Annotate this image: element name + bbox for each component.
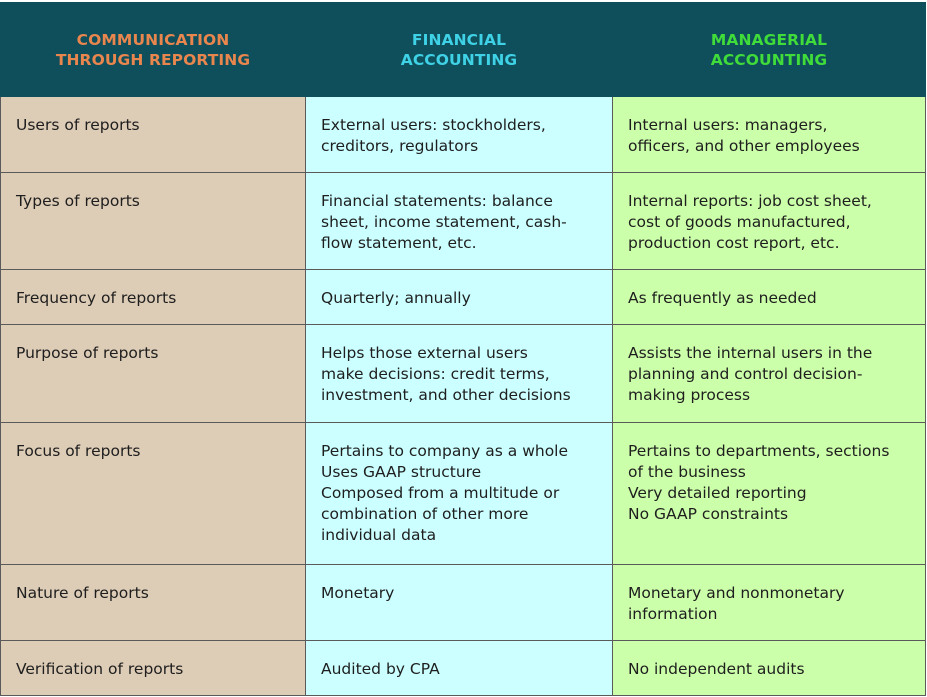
cell-line: Pertains to company as a whole (321, 442, 569, 460)
financial-cell: Audited by CPA (305, 640, 613, 696)
cell-line: Financial statements: balance (321, 192, 553, 210)
cell-line: Monetary and nonmonetary (628, 584, 845, 602)
cell-line: making process (628, 386, 751, 404)
row-label-cell: Frequency of reports (0, 269, 306, 325)
row-label-cell: Users of reports (0, 96, 306, 173)
row-label: Frequency of reports (16, 289, 177, 307)
cell-line: Audited by CPA (321, 660, 440, 678)
cell-line: combination of other more (321, 505, 529, 523)
cell-line: External users: stockholders, (321, 116, 546, 134)
financial-cell: Monetary (305, 564, 613, 641)
table-row: Purpose of reports Helps those external … (0, 324, 926, 423)
cell-line: flow statement, etc. (321, 234, 477, 252)
managerial-cell: Assists the internal users in the planni… (612, 324, 926, 423)
row-label: Focus of reports (16, 442, 141, 460)
cell-line: No independent audits (628, 660, 805, 678)
financial-cell: External users: stockholders, creditors,… (305, 96, 613, 173)
cell-line: As frequently as needed (628, 289, 817, 307)
cell-line: No GAAP constraints (628, 505, 789, 523)
header-row: COMMUNICATION THROUGH REPORTING FINANCIA… (0, 2, 926, 97)
managerial-cell: Pertains to departments, sections of the… (612, 422, 926, 565)
cell-line: Assists the internal users in the (628, 344, 873, 362)
cell-line: individual data (321, 526, 437, 544)
cell-line: investment, and other decisions (321, 386, 571, 404)
table-row: Types of reports Financial statements: b… (0, 172, 926, 270)
header-financial: FINANCIAL ACCOUNTING (305, 2, 613, 97)
cell-line: of the business (628, 463, 746, 481)
cell-line: information (628, 605, 718, 623)
row-label-cell: Verification of reports (0, 640, 306, 696)
row-label-cell: Nature of reports (0, 564, 306, 641)
header-line: ACCOUNTING (400, 50, 518, 69)
row-label-cell: Focus of reports (0, 422, 306, 565)
cell-line: Monetary (321, 584, 395, 602)
header-communication: COMMUNICATION THROUGH REPORTING (0, 2, 306, 97)
cell-line: officers, and other employees (628, 137, 860, 155)
cell-line: sheet, income statement, cash- (321, 213, 567, 231)
row-label: Types of reports (16, 192, 140, 210)
cell-line: creditors, regulators (321, 137, 479, 155)
header-line: MANAGERIAL (710, 30, 828, 49)
header-line: FINANCIAL (411, 30, 507, 49)
managerial-cell: Internal users: managers, officers, and … (612, 96, 926, 173)
table-row: Nature of reports Monetary Monetary and … (0, 564, 926, 641)
cell-line: Composed from a multitude or (321, 484, 560, 502)
financial-cell: Pertains to company as a whole Uses GAAP… (305, 422, 613, 565)
table-row: Focus of reports Pertains to company as … (0, 422, 926, 565)
cell-line: Helps those external users (321, 344, 528, 362)
cell-line: Pertains to departments, sections (628, 442, 890, 460)
row-label: Verification of reports (16, 660, 184, 678)
row-label: Purpose of reports (16, 344, 159, 362)
cell-line: production cost report, etc. (628, 234, 840, 252)
cell-line: Internal reports: job cost sheet, (628, 192, 872, 210)
table-row: Frequency of reports Quarterly; annually… (0, 269, 926, 325)
cell-line: Quarterly; annually (321, 289, 471, 307)
financial-cell: Helps those external users make decision… (305, 324, 613, 423)
row-label-cell: Types of reports (0, 172, 306, 270)
cell-line: Uses GAAP structure (321, 463, 482, 481)
header-managerial: MANAGERIAL ACCOUNTING (612, 2, 926, 97)
cell-line: cost of goods manufactured, (628, 213, 851, 231)
managerial-cell: No independent audits (612, 640, 926, 696)
managerial-cell: As frequently as needed (612, 269, 926, 325)
cell-line: planning and control decision- (628, 365, 863, 383)
header-line: THROUGH REPORTING (55, 50, 251, 69)
header-line: COMMUNICATION (76, 30, 230, 49)
table-row: Verification of reports Audited by CPA N… (0, 640, 926, 696)
row-label: Users of reports (16, 116, 140, 134)
financial-cell: Financial statements: balance sheet, inc… (305, 172, 613, 270)
row-label: Nature of reports (16, 584, 149, 602)
table-row: Users of reports External users: stockho… (0, 96, 926, 173)
managerial-cell: Internal reports: job cost sheet, cost o… (612, 172, 926, 270)
cell-line: Internal users: managers, (628, 116, 828, 134)
cell-line: Very detailed reporting (628, 484, 807, 502)
managerial-cell: Monetary and nonmonetary information (612, 564, 926, 641)
header-line: ACCOUNTING (710, 50, 828, 69)
financial-cell: Quarterly; annually (305, 269, 613, 325)
row-label-cell: Purpose of reports (0, 324, 306, 423)
cell-line: make decisions: credit terms, (321, 365, 550, 383)
